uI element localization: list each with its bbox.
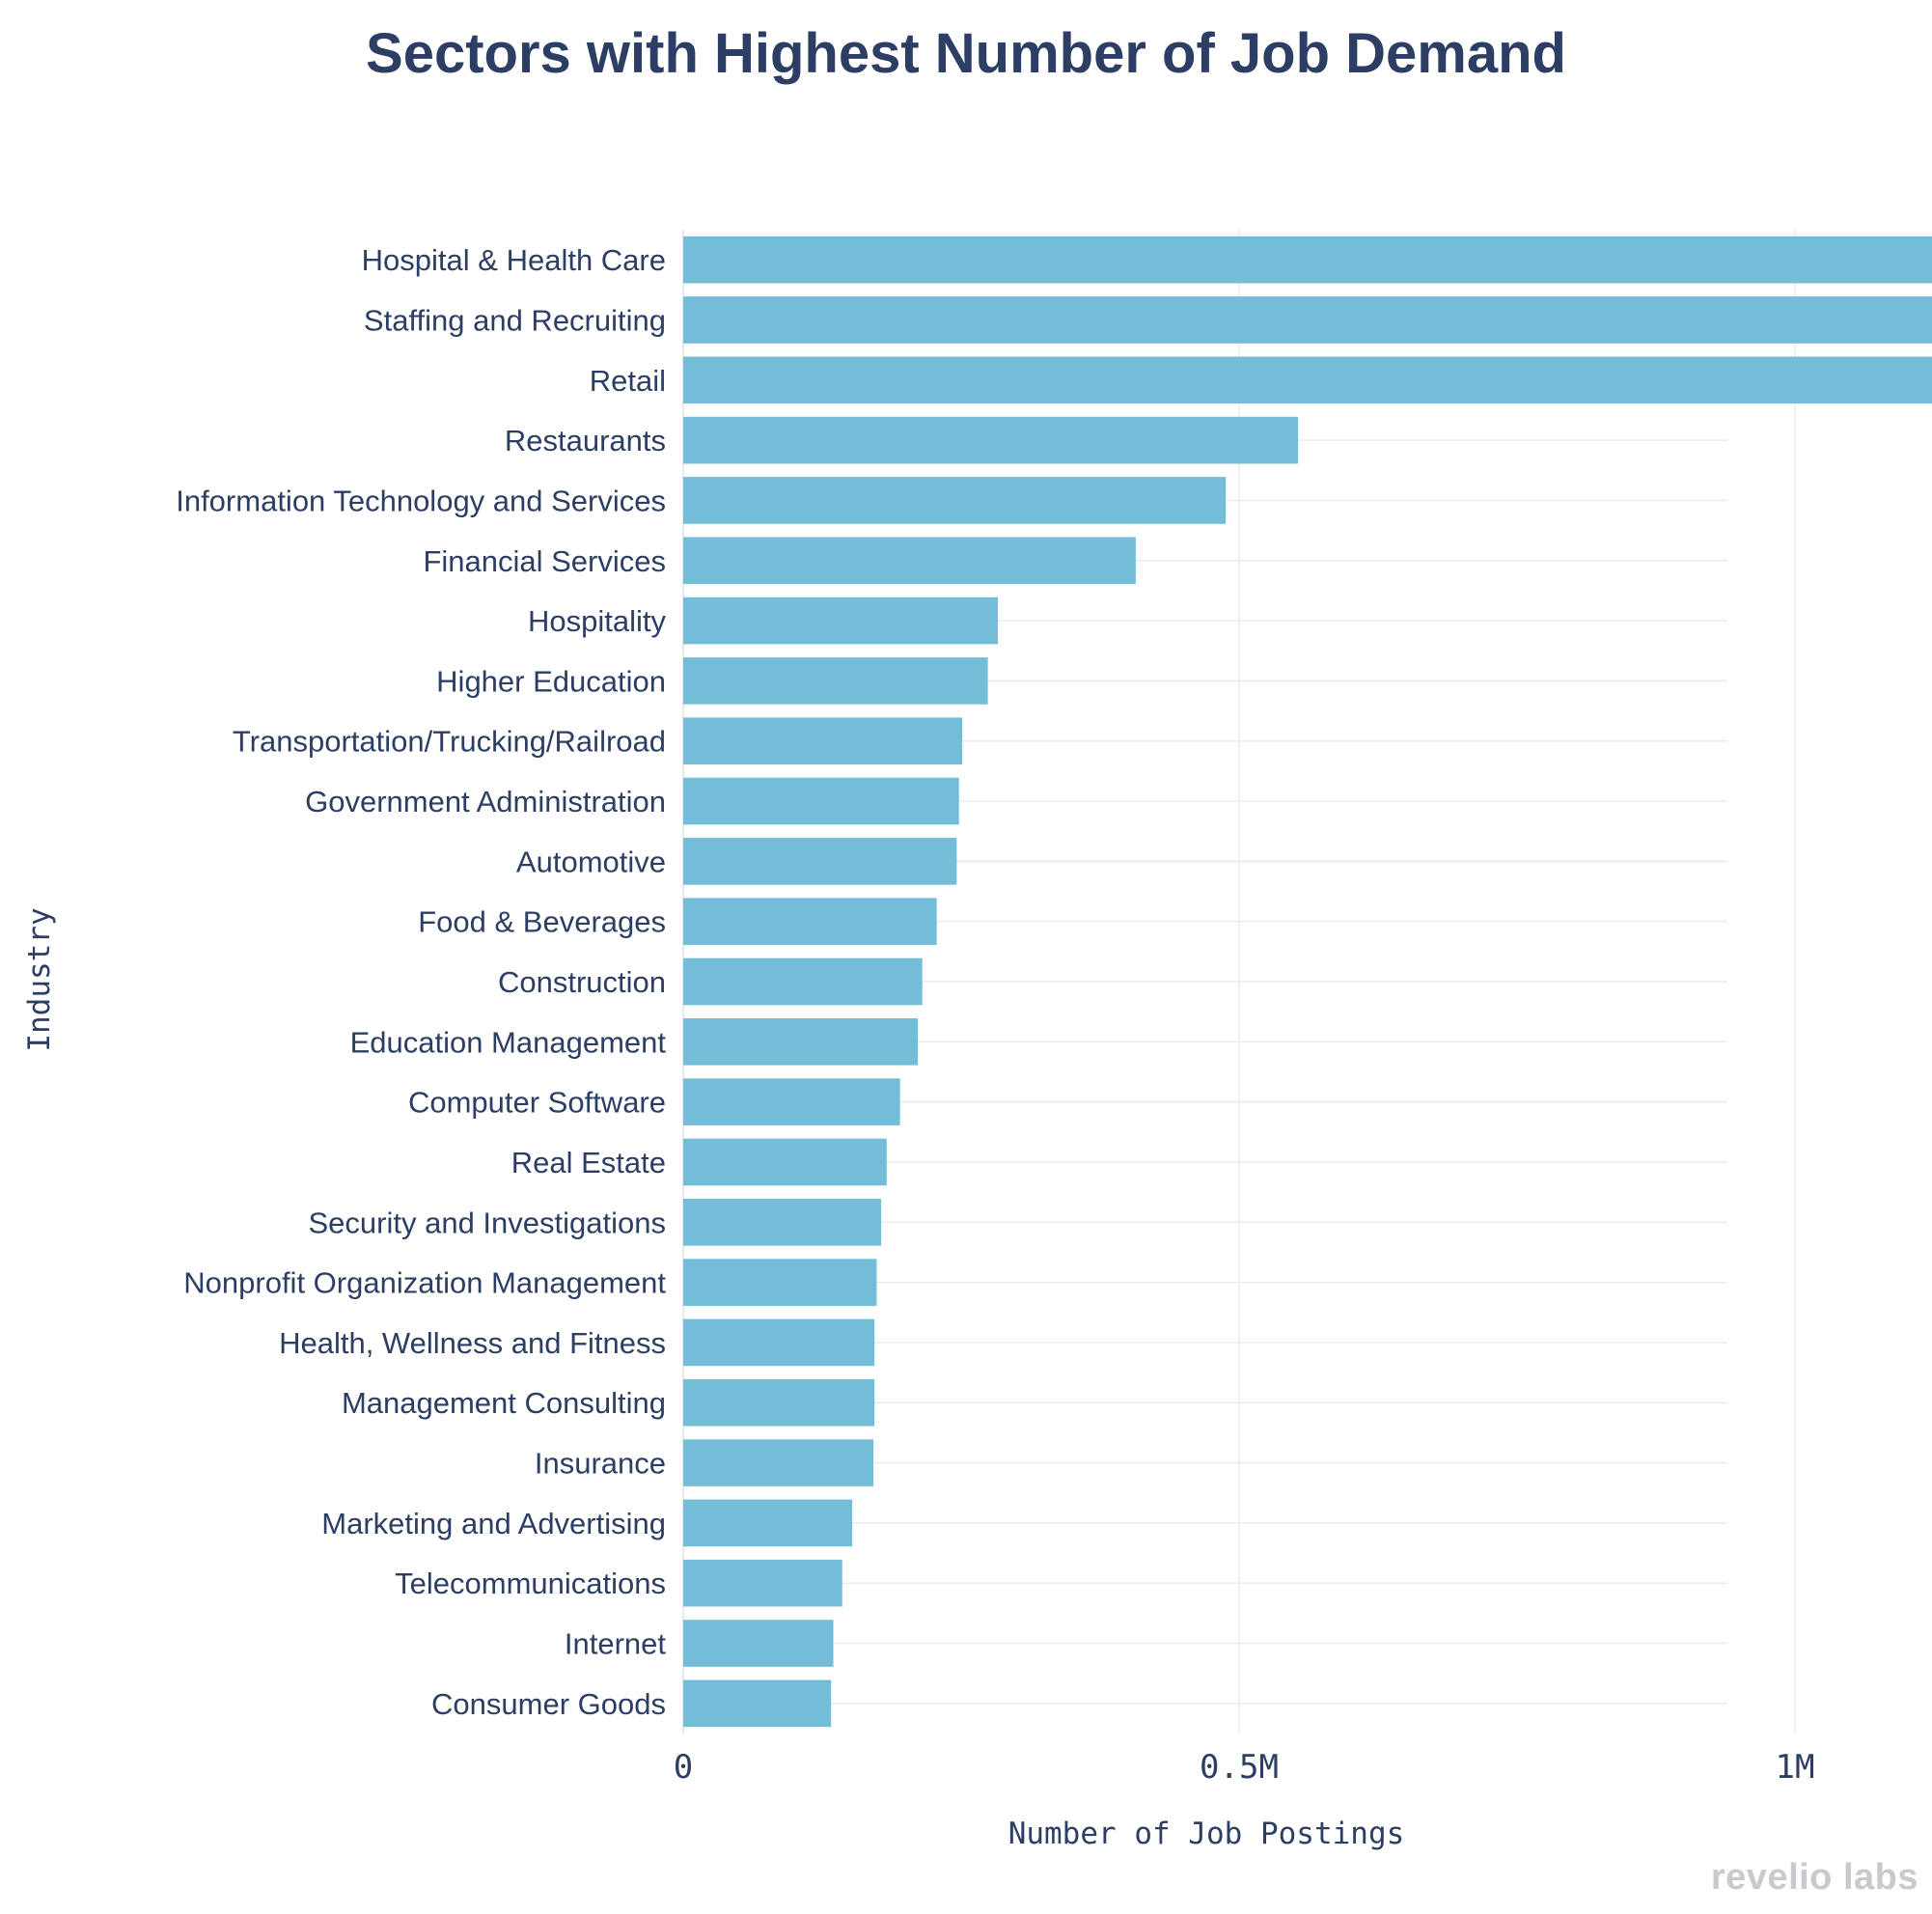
category-label: Higher Education bbox=[436, 664, 666, 698]
category-label: Retail bbox=[590, 364, 666, 398]
x-tick-labels: 00.5M1M1.5M bbox=[674, 1748, 1815, 1787]
category-label: Staffing and Recruiting bbox=[364, 303, 666, 337]
category-label: Education Management bbox=[350, 1025, 667, 1059]
category-label: Automotive bbox=[516, 845, 666, 878]
bars bbox=[683, 236, 1932, 1728]
category-label: Transportation/Trucking/Railroad bbox=[233, 725, 666, 759]
bar[interactable] bbox=[683, 838, 957, 885]
category-label: Information Technology and Services bbox=[176, 484, 666, 517]
category-labels: Hospital & Health Care Staffing and Recru… bbox=[176, 243, 666, 1721]
bar[interactable] bbox=[683, 717, 963, 765]
bar[interactable] bbox=[683, 1198, 882, 1246]
category-label: Management Consulting bbox=[342, 1386, 666, 1420]
category-label: Government Administration bbox=[305, 785, 666, 818]
bar[interactable] bbox=[683, 1018, 919, 1066]
category-label: Telecommunications bbox=[395, 1567, 666, 1600]
bar[interactable] bbox=[683, 957, 923, 1006]
x-tick-label: 0 bbox=[674, 1748, 693, 1787]
bar[interactable] bbox=[683, 537, 1136, 585]
category-label: Construction bbox=[498, 965, 666, 999]
bar[interactable] bbox=[683, 657, 988, 705]
bar[interactable] bbox=[683, 356, 1932, 404]
bar[interactable] bbox=[683, 1318, 875, 1367]
bar[interactable] bbox=[683, 1679, 832, 1728]
bar[interactable] bbox=[683, 1138, 887, 1186]
category-label: Financial Services bbox=[423, 544, 666, 578]
category-label: Hospitality bbox=[528, 604, 666, 638]
bar[interactable] bbox=[683, 236, 1932, 284]
category-label: Security and Investigations bbox=[309, 1206, 667, 1239]
bar[interactable] bbox=[683, 416, 1299, 464]
category-label: Health, Wellness and Fitness bbox=[279, 1326, 666, 1360]
x-tick-label: 1M bbox=[1776, 1748, 1815, 1787]
bar[interactable] bbox=[683, 1378, 875, 1427]
chart-title: Sectors with Highest Number of Job Deman… bbox=[366, 22, 1566, 85]
bar[interactable] bbox=[683, 777, 959, 825]
bar[interactable] bbox=[683, 898, 937, 945]
category-label: Internet bbox=[565, 1627, 667, 1661]
bar[interactable] bbox=[683, 596, 999, 645]
category-label: Consumer Goods bbox=[431, 1687, 666, 1721]
bar[interactable] bbox=[683, 477, 1227, 524]
bar[interactable] bbox=[683, 1620, 834, 1667]
category-label: Real Estate bbox=[511, 1146, 666, 1179]
bar[interactable] bbox=[683, 1559, 842, 1607]
x-tick-label: 0.5M bbox=[1200, 1748, 1279, 1787]
bar[interactable] bbox=[683, 1078, 900, 1125]
category-label: Nonprofit Organization Management bbox=[183, 1266, 666, 1300]
category-label: Marketing and Advertising bbox=[321, 1507, 666, 1540]
category-label: Insurance bbox=[535, 1447, 666, 1481]
y-axis-title: Industry bbox=[22, 907, 57, 1051]
x-axis-title: Number of Job Postings bbox=[1008, 1817, 1405, 1851]
category-label: Hospital & Health Care bbox=[362, 243, 666, 277]
category-label: Computer Software bbox=[408, 1086, 666, 1120]
bar[interactable] bbox=[683, 1499, 853, 1547]
bar[interactable] bbox=[683, 1259, 877, 1306]
category-label: Food & Beverages bbox=[418, 905, 666, 939]
bar[interactable] bbox=[683, 296, 1932, 344]
bar[interactable] bbox=[683, 1439, 873, 1486]
revelio-labs-logo: revelio labs bbox=[1710, 1857, 1918, 1898]
category-label: Restaurants bbox=[505, 424, 666, 458]
